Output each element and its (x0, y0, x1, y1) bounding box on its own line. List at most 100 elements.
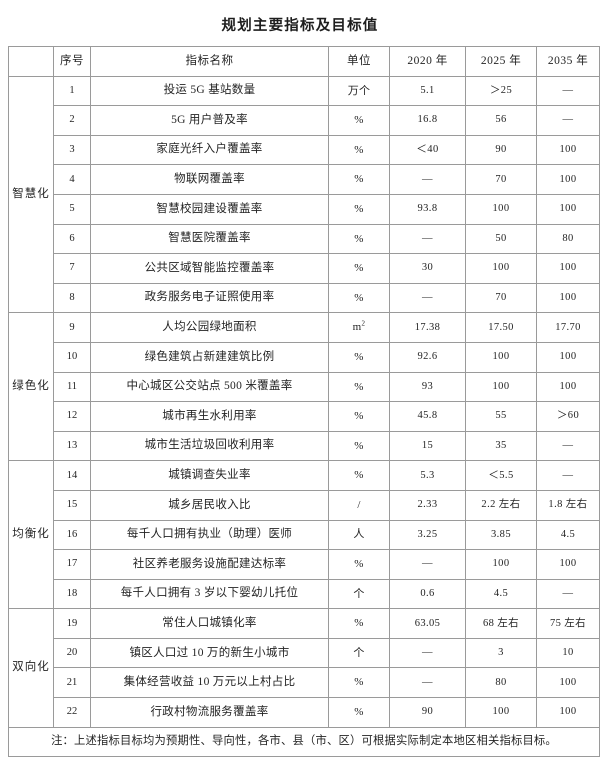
row-value-2035: 100 (536, 371, 600, 403)
table-note: 注：上述指标目标均为预期性、导向性，各市、县（市、区）可根据实际制定本地区相关指… (8, 726, 600, 757)
row-indicator-name: 家庭光纤入户覆盖率 (90, 134, 329, 166)
row-value-2025: 4.5 (465, 578, 537, 610)
row-value-2035: — (536, 578, 600, 610)
table-row: 21 集体经营收益 10 万元以上村占比% —80 100 (9, 667, 600, 699)
table-row: 双向化 19 常住人口城镇化率% 63.05 68 左右 75 左右 (8, 608, 600, 728)
row-seq: 17 (53, 549, 91, 580)
table-row: 22 行政村物流服务覆盖率% 90 100 100 (9, 697, 600, 728)
column-header-year-2025: 2025 年 (465, 46, 537, 77)
row-value-2020: 16.8 (389, 105, 466, 136)
category-cell: 双向化 (8, 608, 54, 728)
header-row: 序号 指标名称 单位 2020 年 2025 年 2035 年 (8, 46, 600, 77)
row-unit: % (328, 549, 390, 580)
row-value-2020: — (389, 667, 466, 699)
row-indicator-name: 政务服务电子证照使用率 (90, 282, 329, 314)
row-indicator-name: 物联网覆盖率 (90, 164, 329, 195)
table-row: 5 智慧校园建设覆盖率% 93.8 100 100 (9, 193, 600, 225)
row-value-2020: — (389, 549, 466, 580)
column-header-year-2035: 2035 年 (536, 46, 600, 77)
row-value-2025: 90 (465, 134, 537, 166)
row-unit: % (328, 253, 390, 284)
row-value-2035: — (536, 460, 600, 491)
column-header-name: 指标名称 (90, 46, 329, 77)
row-seq: 21 (53, 667, 91, 699)
row-value-2020: 3.25 (389, 519, 466, 551)
row-unit: % (328, 134, 390, 166)
row-value-2020: — (389, 282, 466, 314)
row-value-2020: 45.8 (389, 401, 466, 432)
row-value-2020: 15 (389, 430, 466, 462)
column-header-year-2020: 2020 年 (389, 46, 466, 77)
row-value-2020: 92.6 (389, 341, 466, 373)
row-value-2035: — (536, 105, 600, 136)
row-value-2035: 80 (536, 223, 600, 255)
row-indicator-name: 绿色建筑占新建建筑比例 (90, 341, 329, 373)
row-indicator-name: 公共区域智能监控覆盖率 (90, 253, 329, 284)
row-value-2035: 1.8 左右 (536, 489, 600, 521)
row-seq: 3 (53, 134, 91, 166)
row-indicator-name: 城镇调查失业率 (90, 460, 329, 491)
row-value-2035: 75 左右 (536, 608, 600, 639)
table-row: 10 绿色建筑占新建建筑比例% 92.6 100 100 (9, 341, 600, 373)
row-unit: % (328, 371, 390, 403)
row-unit: 个 (328, 637, 390, 669)
table-row: 16 每千人口拥有执业（助理）医师人 3.25 3.85 4.5 (9, 519, 600, 551)
row-unit: % (328, 341, 390, 373)
row-value-2020: 30 (389, 253, 466, 284)
row-unit: 个 (328, 578, 390, 610)
row-value-2025: 100 (465, 253, 537, 284)
row-indicator-name: 城乡居民收入比 (90, 489, 329, 521)
row-seq: 4 (53, 164, 91, 195)
column-header-unit: 单位 (328, 46, 390, 77)
row-value-2035: 100 (536, 667, 600, 699)
row-indicator-name: 中心城区公交站点 500 米覆盖率 (90, 371, 329, 403)
row-value-2025: 100 (465, 549, 537, 580)
row-value-2020: 5.1 (389, 75, 466, 107)
row-value-2035: 4.5 (536, 519, 600, 551)
row-seq: 2 (53, 105, 91, 136)
row-seq: 5 (53, 193, 91, 225)
row-unit: % (328, 667, 390, 699)
row-value-2020: 0.6 (389, 578, 466, 610)
row-indicator-name: 每千人口拥有 3 岁以下婴幼儿托位 (90, 578, 329, 610)
row-value-2035: 100 (536, 341, 600, 373)
table-row: 均衡化 14 城镇调查失业率% 5.3 ＜5.5— (8, 460, 600, 610)
row-value-2035: 10 (536, 637, 600, 669)
row-value-2020: — (389, 637, 466, 669)
row-value-2020: 5.3 (389, 460, 466, 491)
row-indicator-name: 智慧医院覆盖率 (90, 223, 329, 255)
row-value-2020: 90 (389, 697, 466, 728)
row-value-2025: 70 (465, 164, 537, 195)
row-value-2035: 100 (536, 134, 600, 166)
row-value-2025: ＞25 (465, 75, 537, 107)
row-value-2035: 100 (536, 253, 600, 284)
row-value-2035: 100 (536, 697, 600, 728)
row-indicator-name: 每千人口拥有执业（助理）医师 (90, 519, 329, 551)
row-indicator-name: 投运 5G 基站数量 (90, 75, 329, 107)
row-value-2020: 17.38 (389, 312, 466, 343)
row-seq: 14 (53, 460, 91, 491)
row-value-2025: 100 (465, 341, 537, 373)
row-value-2020: ＜40 (389, 134, 466, 166)
row-unit: % (328, 401, 390, 432)
table-row: 8 政务服务电子证照使用率% —70 100 (9, 282, 600, 314)
row-unit: % (328, 430, 390, 462)
category-cell: 绿色化 (8, 312, 54, 462)
category-cell: 智慧化 (8, 75, 54, 314)
row-value-2035: 100 (536, 282, 600, 314)
row-value-2035: 17.70 (536, 312, 600, 343)
row-value-2025: 3.85 (465, 519, 537, 551)
table-row: 3 家庭光纤入户覆盖率% ＜40 90 100 (9, 134, 600, 166)
row-indicator-name: 城市再生水利用率 (90, 401, 329, 432)
row-unit: / (328, 489, 390, 521)
row-indicator-name: 5G 用户普及率 (90, 105, 329, 136)
row-seq: 13 (53, 430, 91, 462)
row-indicator-name: 镇区人口过 10 万的新生小城市 (90, 637, 329, 669)
row-indicator-name: 智慧校园建设覆盖率 (90, 193, 329, 225)
table-row: 18 每千人口拥有 3 岁以下婴幼儿托位个 0.6 4.5— (9, 578, 600, 610)
table-body: 智慧化 1 投运 5G 基站数量 万个 5.1 ＞25—2 5G 用户普及率% 16.8 56—… (8, 75, 600, 728)
table-row: 绿色化 9 人均公园绿地面积 m2 17.38 17.50 17.70 (8, 312, 600, 462)
row-seq: 7 (53, 253, 91, 284)
row-indicator-name: 集体经营收益 10 万元以上村占比 (90, 667, 329, 699)
